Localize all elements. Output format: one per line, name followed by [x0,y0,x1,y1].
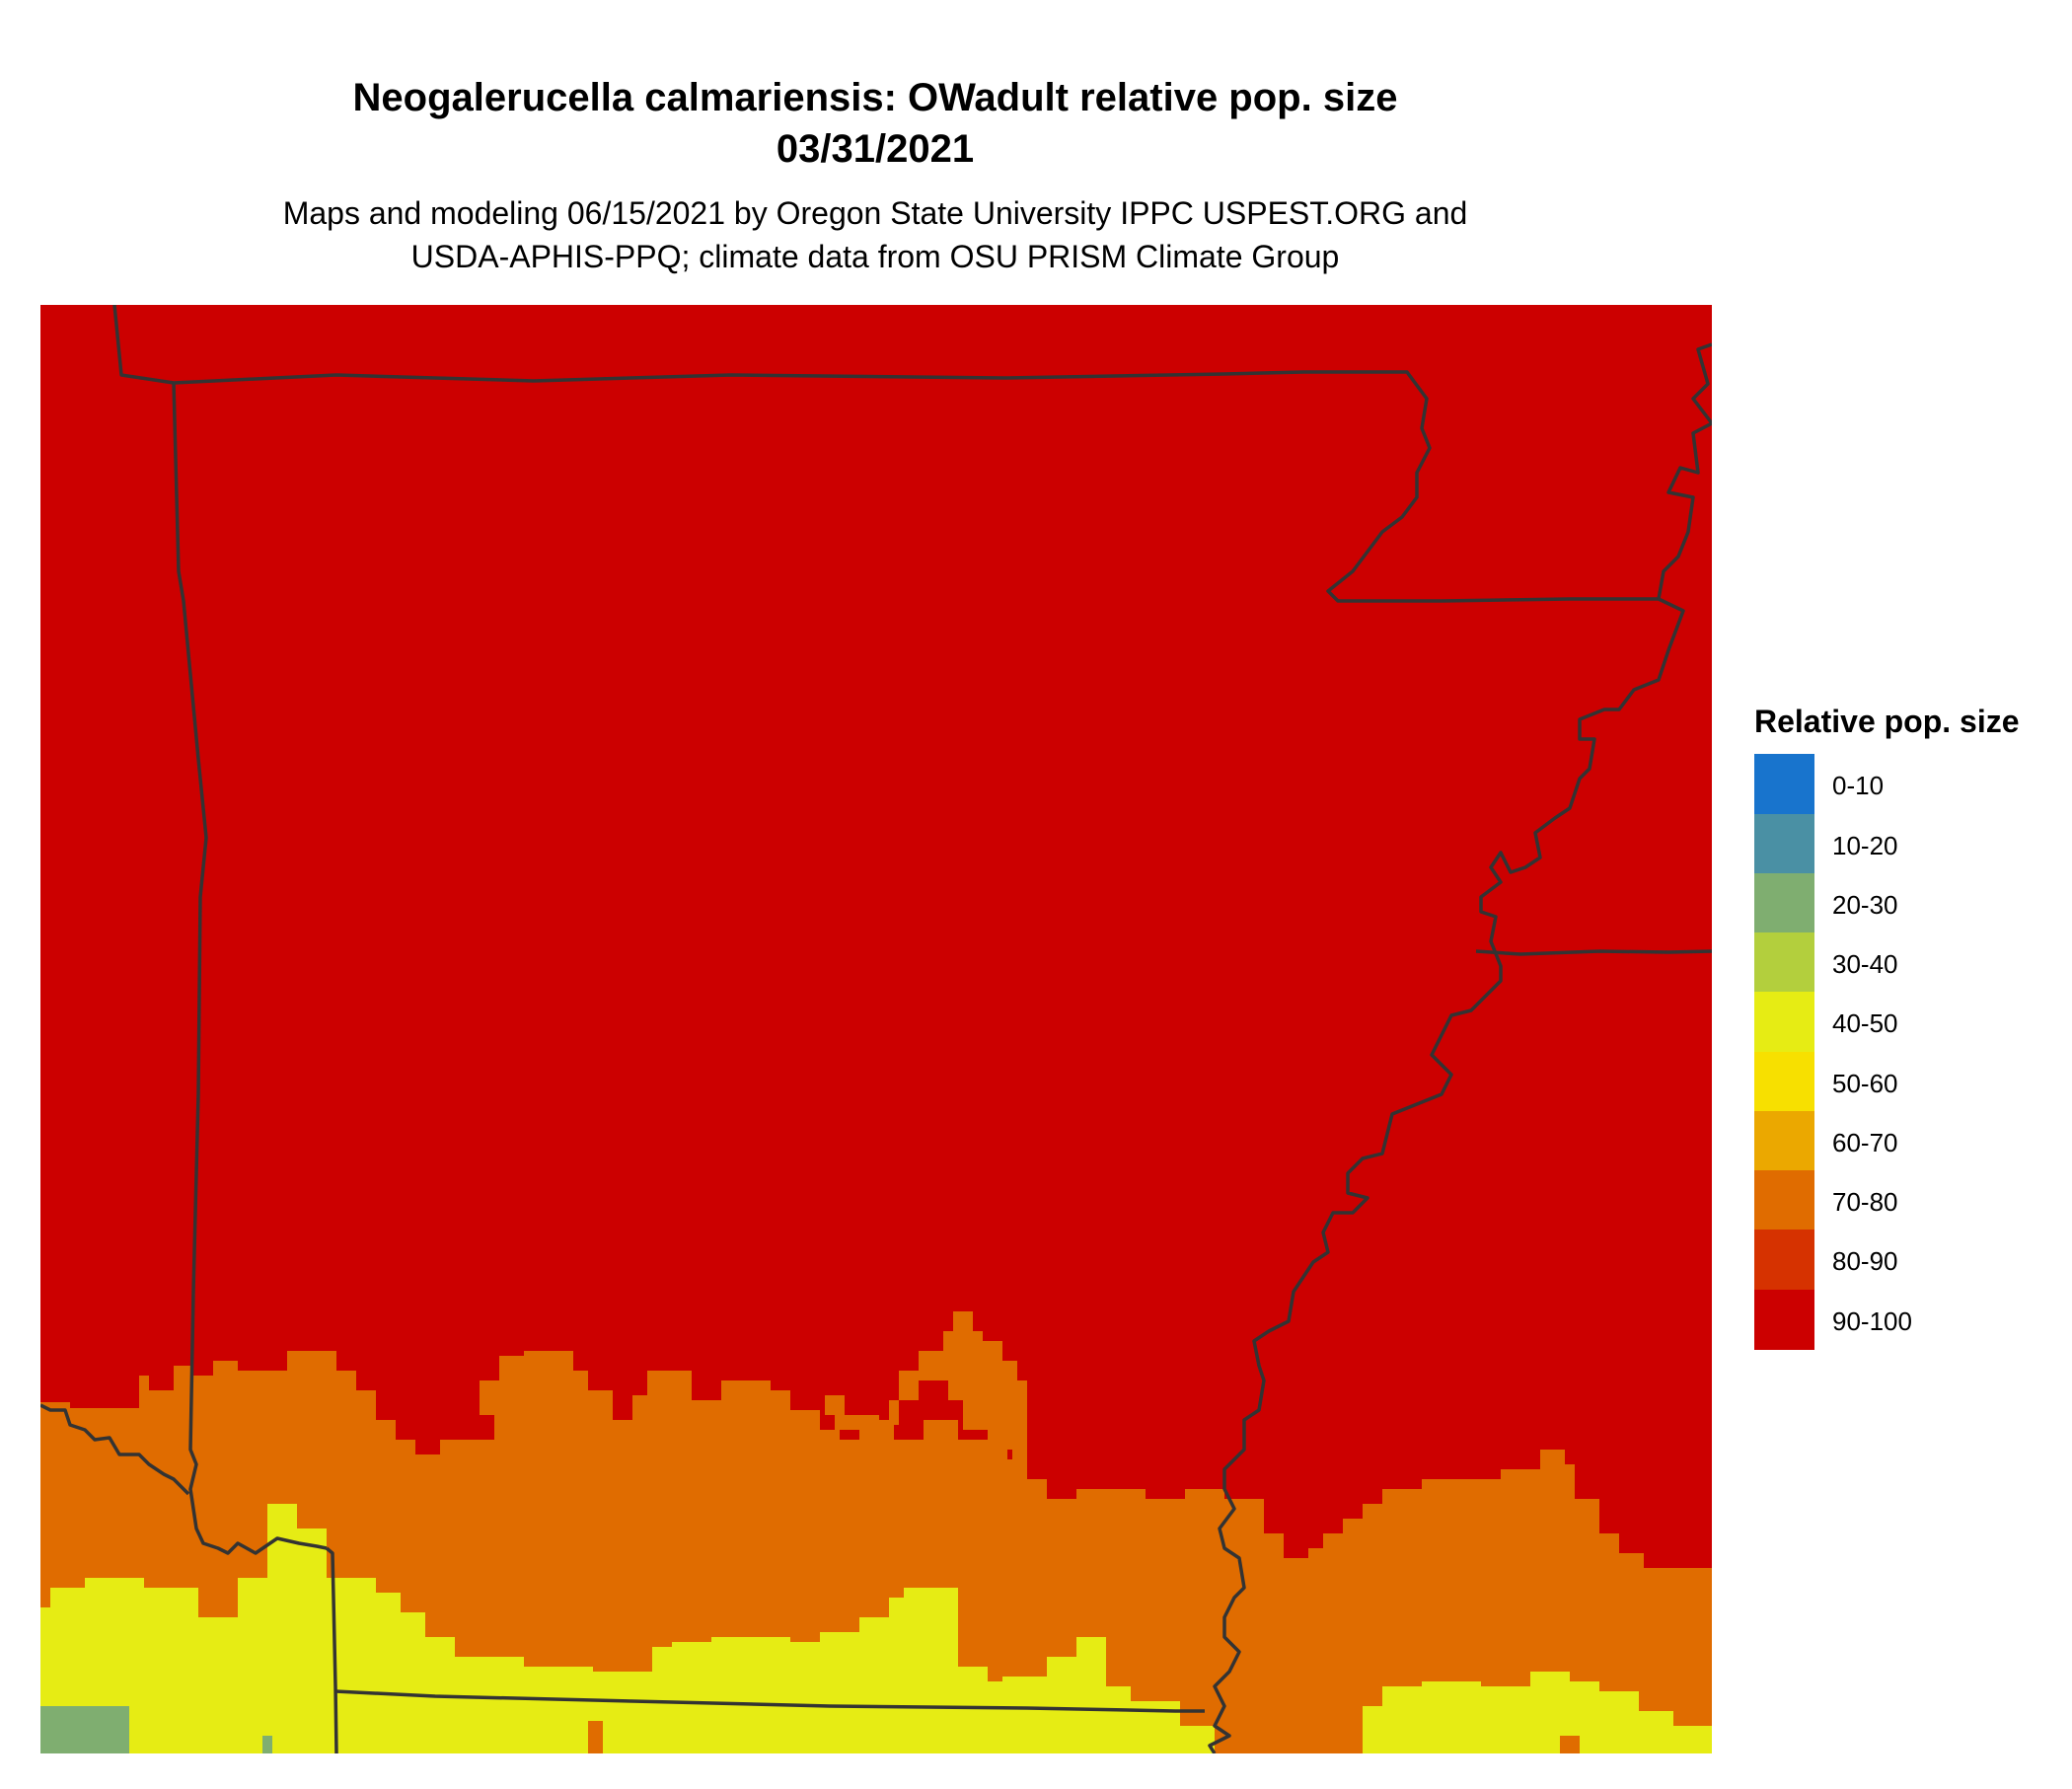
legend-swatch-50-60 [1754,1052,1814,1112]
legend-swatch-70-80 [1754,1170,1814,1230]
map-title: Neogalerucella calmariensis: OWadult rel… [352,76,1398,119]
legend-label: 0-10 [1832,771,1885,800]
zone-20-30 [262,1736,272,1753]
zone-70-80 [588,1721,603,1753]
legend-label: 30-40 [1832,949,1898,979]
population-map [40,305,1712,1753]
legend-swatch-0-10 [1754,754,1814,814]
legend-swatch-20-30 [1754,873,1814,933]
credit-line-1: Maps and modeling 06/15/2021 by Oregon S… [282,195,1468,231]
legend-label: 50-60 [1832,1069,1898,1098]
legend-title: Relative pop. size [1754,704,2020,739]
credit-line-2: USDA-APHIS-PPQ; climate data from OSU PR… [410,239,1340,274]
legend-swatch-60-70 [1754,1111,1814,1171]
legend-label: 80-90 [1832,1246,1898,1276]
legend-swatch-30-40 [1754,932,1814,993]
zone-70-80 [40,1351,1712,1753]
legend-label: 40-50 [1832,1008,1898,1038]
map-date: 03/31/2021 [776,127,975,171]
legend-label: 70-80 [1832,1187,1898,1217]
zone-40-50 [1363,1672,1712,1753]
legend-label: 20-30 [1832,890,1898,920]
zone-70-80 [825,1311,1027,1469]
legend-label: 10-20 [1832,831,1898,860]
legend-label: 90-100 [1832,1306,1912,1336]
legend-swatch-80-90 [1754,1230,1814,1290]
state-borders [40,305,1712,1753]
legend-swatch-90-100 [1754,1290,1814,1350]
zone-70-80 [1560,1736,1580,1753]
legend-swatch-40-50 [1754,992,1814,1052]
legend-swatch-10-20 [1754,814,1814,874]
zone-20-30 [40,1706,129,1753]
legend-label: 60-70 [1832,1128,1898,1157]
